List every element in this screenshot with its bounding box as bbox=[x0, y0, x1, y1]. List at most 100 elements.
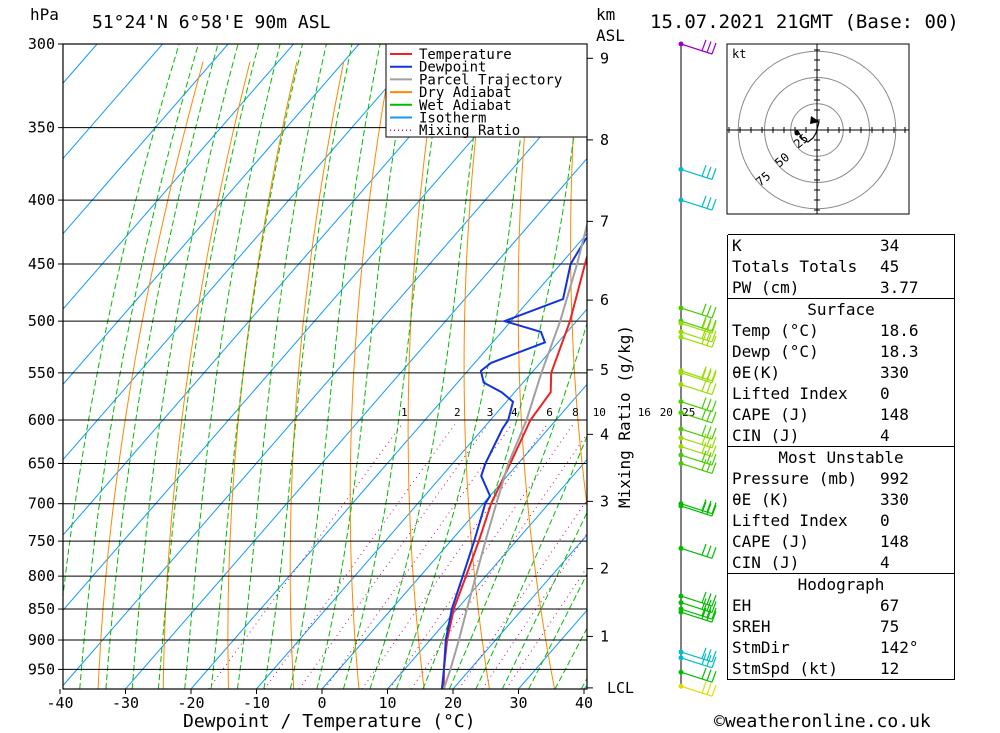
dry-adiabat-line bbox=[407, 61, 438, 689]
x-tick-label: 30 bbox=[509, 694, 527, 712]
surface-theta-e-value: 330 bbox=[876, 362, 955, 383]
x-axis-title: Dewpoint / Temperature (°C) bbox=[183, 711, 476, 732]
indices-table: K 34 Totals Totals 45 PW (cm) 3.77 Surface … bbox=[727, 234, 955, 680]
isotherm-line bbox=[63, 82, 587, 687]
pw-label: PW (cm) bbox=[727, 277, 876, 299]
pressure-tick-label: 450 bbox=[28, 255, 55, 273]
wet-adiabat-line bbox=[369, 44, 487, 689]
pressure-tick-label: 650 bbox=[28, 454, 55, 472]
wind-barb bbox=[680, 195, 717, 211]
mixing-ratio-label: 8 bbox=[572, 406, 579, 419]
mixing-ratio-label: 6 bbox=[546, 406, 553, 419]
mixing-ratio-axis-title: Mixing Ratio (g/kg) bbox=[615, 325, 634, 508]
height-tick-label: 2 bbox=[600, 560, 609, 578]
wind-barb bbox=[680, 424, 717, 440]
mixing-ratio-line bbox=[458, 499, 587, 689]
wind-barb bbox=[680, 459, 717, 475]
height-tick-label: 5 bbox=[600, 361, 609, 379]
pressure-tick-label: 850 bbox=[28, 600, 55, 618]
wind-barb bbox=[680, 318, 717, 334]
dry-adiabat-line bbox=[349, 61, 391, 689]
mixing-ratio-line bbox=[410, 433, 587, 689]
wind-barb bbox=[680, 164, 717, 180]
hodograph-section-title: Hodograph bbox=[727, 573, 955, 595]
surface-dewp-label: Dewp (°C) bbox=[727, 341, 876, 362]
wet-adiabat-line bbox=[475, 435, 587, 689]
wet-adiabat-line bbox=[528, 572, 587, 689]
wind-barb bbox=[680, 604, 717, 620]
mixing-ratio-line bbox=[481, 532, 587, 689]
wind-barb bbox=[680, 366, 717, 382]
dry-adiabat-line bbox=[227, 61, 298, 689]
dry-adiabat-line bbox=[517, 61, 556, 689]
pressure-tick-label: 900 bbox=[28, 631, 55, 649]
mu-lifted-index-value: 0 bbox=[876, 510, 955, 531]
credit-footer: ©weatheronline.co.uk bbox=[714, 711, 931, 732]
temperature-profile bbox=[442, 253, 587, 689]
wind-barb bbox=[680, 39, 717, 55]
storm-speed-label: StmSpd (kt) bbox=[727, 658, 876, 680]
wind-barb bbox=[680, 681, 717, 697]
mu-theta-e-value: 330 bbox=[876, 489, 955, 510]
height-tick-label: 1 bbox=[600, 627, 609, 645]
wet-adiabat-line bbox=[448, 321, 587, 689]
pressure-tick-label: 800 bbox=[28, 567, 55, 585]
surface-cape-label: CAPE (J) bbox=[727, 404, 876, 425]
mu-lifted-index-label: Lifted Index bbox=[727, 510, 876, 531]
surface-temp-label: Temp (°C) bbox=[727, 320, 876, 341]
pressure-tick-label: 600 bbox=[28, 411, 55, 429]
wind-barb bbox=[680, 397, 717, 413]
wet-adiabat-line bbox=[157, 44, 260, 689]
legend-label: Parcel Trajectory bbox=[419, 72, 562, 88]
wind-barb bbox=[680, 332, 717, 348]
legend-label: Dewpoint bbox=[419, 60, 486, 76]
storm-speed-value: 12 bbox=[876, 658, 955, 680]
height-unit-km: km bbox=[596, 5, 615, 24]
surface-cin-label: CIN (J) bbox=[727, 425, 876, 447]
mu-theta-e-label: θE (K) bbox=[727, 489, 876, 510]
x-tick-label: 10 bbox=[378, 694, 396, 712]
mixing-ratio-label: 1 bbox=[401, 406, 408, 419]
wind-barb bbox=[680, 442, 717, 458]
isotherm-line bbox=[190, 233, 587, 689]
most-unstable-section-title: Most Unstable bbox=[727, 446, 955, 468]
eh-label: EH bbox=[727, 595, 876, 616]
surface-section-title: Surface bbox=[727, 298, 955, 320]
pressure-tick-label: 750 bbox=[28, 532, 55, 550]
legend-label: Isotherm bbox=[419, 111, 486, 127]
isotherm-line bbox=[63, 44, 294, 310]
wind-barb bbox=[680, 647, 717, 663]
pw-value: 3.77 bbox=[876, 277, 955, 299]
wind-barb-column bbox=[678, 39, 717, 697]
mixing-ratio-line bbox=[298, 424, 489, 689]
height-tick-label: 4 bbox=[600, 425, 609, 443]
wet-adiabat-line bbox=[316, 44, 412, 689]
wet-adiabat-line bbox=[105, 44, 219, 689]
wet-adiabat-line bbox=[289, 44, 381, 689]
surface-theta-e-label: θE(K) bbox=[727, 362, 876, 383]
mu-cape-label: CAPE (J) bbox=[727, 531, 876, 552]
isotherm-line bbox=[256, 308, 587, 689]
x-tick-label: 0 bbox=[317, 694, 326, 712]
wind-barb bbox=[680, 303, 717, 319]
wind-barb bbox=[680, 408, 717, 424]
surface-temp-value: 18.6 bbox=[876, 320, 955, 341]
mixing-ratio-label: 2 bbox=[454, 406, 461, 419]
dry-adiabat-line bbox=[463, 61, 490, 689]
k-index-value: 34 bbox=[876, 235, 955, 256]
x-tick-label: 20 bbox=[444, 694, 462, 712]
mu-cin-value: 4 bbox=[876, 552, 955, 574]
mu-cape-value: 148 bbox=[876, 531, 955, 552]
wind-barb bbox=[680, 667, 717, 683]
wet-adiabat-line bbox=[210, 44, 303, 689]
totals-totals-label: Totals Totals bbox=[727, 256, 876, 277]
wind-barb bbox=[680, 380, 717, 396]
height-tick-label: 7 bbox=[600, 212, 609, 230]
wind-barb bbox=[680, 450, 717, 466]
surface-cin-value: 4 bbox=[876, 425, 955, 447]
wind-barb bbox=[680, 543, 717, 559]
wind-barb bbox=[680, 591, 717, 607]
x-tick-label: -40 bbox=[46, 694, 73, 712]
hodograph-start-dot bbox=[794, 130, 800, 136]
